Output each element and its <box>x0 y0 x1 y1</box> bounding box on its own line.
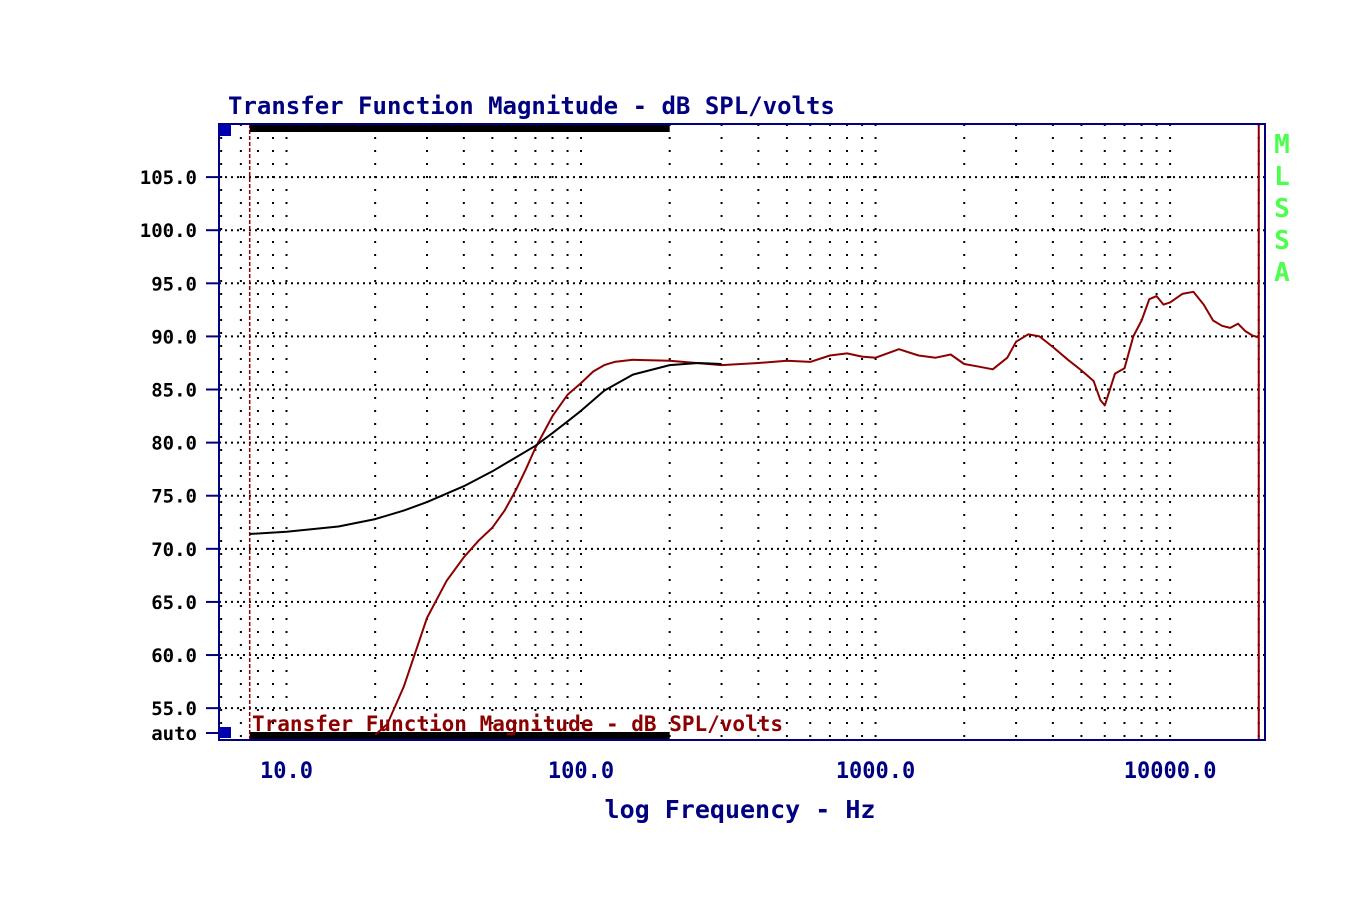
cursor-band-top <box>249 125 670 132</box>
y-tick-label: 55.0 <box>151 698 197 720</box>
x-tick-label: 1000.0 <box>836 759 915 784</box>
y-tick-label: 80.0 <box>151 433 197 455</box>
grid <box>219 124 1265 740</box>
plot-frame <box>218 123 1266 741</box>
watermark-letter: L <box>1274 162 1290 192</box>
series-line-measured <box>374 290 1260 736</box>
cursor-band-layer <box>249 125 670 739</box>
y-tick-label: 85.0 <box>151 380 197 402</box>
y-tick-label: 75.0 <box>151 486 197 508</box>
y-tick-label: 95.0 <box>151 273 197 295</box>
series-line-reference <box>249 362 722 535</box>
cursor-band-bottom <box>249 732 670 739</box>
y-tick-label: 70.0 <box>151 539 197 561</box>
x-tick-label: 100.0 <box>548 759 614 784</box>
watermark-letter: M <box>1274 130 1290 160</box>
watermark-letter: A <box>1274 258 1290 288</box>
watermark-letter: S <box>1274 226 1290 256</box>
x-axis-label: log Frequency - Hz <box>605 795 876 824</box>
chart-title: Transfer Function Magnitude - dB SPL/vol… <box>228 92 835 120</box>
x-tick-label: 10000.0 <box>1124 759 1217 784</box>
x-axis: 10.0 100.0 1000.0 10000.0 <box>260 759 1216 784</box>
watermark-letter: S <box>1274 194 1290 224</box>
y-tick-label: 105.0 <box>140 167 197 189</box>
cursor-layer <box>248 124 1260 740</box>
x-tick-label: 10.0 <box>260 759 313 784</box>
corner-marker-top <box>219 125 231 136</box>
series-layer <box>249 290 1260 736</box>
y-axis: 105.0 100.0 95.0 90.0 85.0 80.0 75.0 70.0 65.0 60… <box>140 167 219 745</box>
y-tick-label: 65.0 <box>151 592 197 614</box>
corner-marker-bottom <box>219 727 231 738</box>
y-tick-label: 60.0 <box>151 645 197 667</box>
y-tick-label: 90.0 <box>151 326 197 348</box>
y-tick-label: 100.0 <box>140 220 197 242</box>
y-tick-label: auto <box>151 723 197 745</box>
bottom-series-label: Transfer Function Magnitude - dB SPL/vol… <box>252 712 783 736</box>
